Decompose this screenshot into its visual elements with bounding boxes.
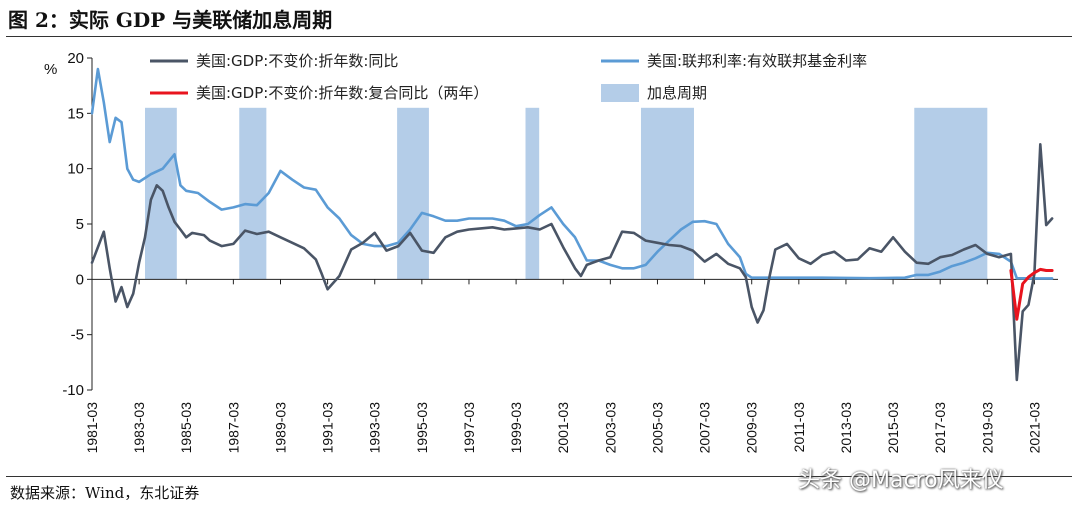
x-tick-label: 2005-03 <box>649 402 665 454</box>
rate-hike-bar-1 <box>145 107 177 280</box>
x-tick-label: 2007-03 <box>697 402 713 454</box>
x-tick-label: 1999-03 <box>508 402 524 454</box>
y-tick-label: 15 <box>67 105 84 122</box>
x-tick-label: 2013-03 <box>838 402 854 454</box>
series-line-2 <box>1009 267 1054 321</box>
legend-label-3: 美国:GDP:不变价:折年数:复合同比（两年） <box>196 84 488 102</box>
x-tick-label: 2011-03 <box>791 402 807 453</box>
legend-label-2: 美国:联邦利率:有效联邦基金利率 <box>647 52 867 70</box>
x-tick-label: 2003-03 <box>602 402 618 454</box>
y-tick-label: 0 <box>76 271 84 288</box>
x-tick-label: 1995-03 <box>414 402 430 454</box>
x-tick-label: 1985-03 <box>178 402 194 454</box>
y-tick-label: -10 <box>62 382 84 399</box>
y-tick-label: 10 <box>67 161 84 178</box>
legend-label-1: 美国:GDP:不变价:折年数:同比 <box>196 52 398 70</box>
rate-hike-bar-5 <box>640 107 694 280</box>
title-rule <box>6 36 1072 37</box>
x-tick-label: 2015-03 <box>885 402 901 454</box>
x-tick-label: 1991-03 <box>320 402 336 454</box>
x-tick-label: 2019-03 <box>979 402 995 454</box>
rate-hike-bar-3 <box>397 107 429 280</box>
rate-hike-bar-4 <box>525 107 540 280</box>
x-tick-label: 1997-03 <box>461 402 477 454</box>
y-tick-label: 5 <box>76 216 84 233</box>
legend-swatch-4 <box>601 84 639 102</box>
x-tick-label: 1987-03 <box>225 402 241 454</box>
source-rule <box>6 476 1072 477</box>
series-line-1 <box>90 143 1054 382</box>
rate-hike-bar-6 <box>914 107 988 280</box>
series-line-3 <box>90 67 1054 280</box>
x-tick-label: 2001-03 <box>555 402 571 454</box>
x-tick-label: 2009-03 <box>744 402 760 454</box>
x-tick-label: 1981-03 <box>84 402 100 454</box>
source-note: 数据来源：Wind，东北证券 <box>10 484 200 502</box>
y-tick-label: 20 <box>67 50 84 67</box>
rate-hike-bar-2 <box>239 107 267 280</box>
legend-label-4: 加息周期 <box>647 84 707 102</box>
x-tick-label: 1989-03 <box>272 402 288 454</box>
x-tick-label: 1993-03 <box>367 402 383 454</box>
x-tick-label: 2017-03 <box>932 402 948 454</box>
watermark: 头条 @Macro风来仪 <box>798 468 1004 493</box>
y-axis-unit: % <box>44 61 57 78</box>
y-tick-label: -5 <box>71 327 84 344</box>
x-tick-label: 2021-03 <box>1026 402 1042 454</box>
figure-title: 图 2：实际 GDP 与美联储加息周期 <box>8 8 333 32</box>
x-tick-label: 1983-03 <box>131 402 147 454</box>
